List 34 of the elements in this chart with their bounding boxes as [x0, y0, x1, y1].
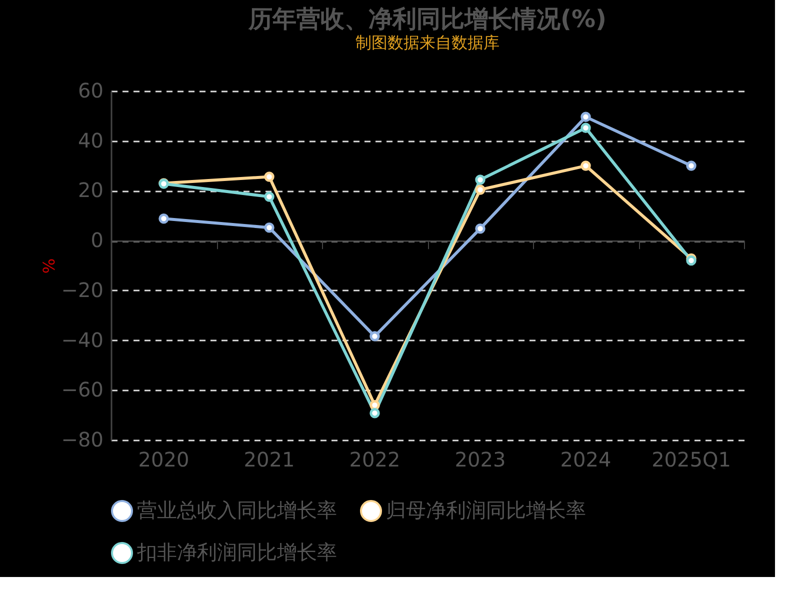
point — [264, 222, 274, 233]
x-tick-label: 2021 — [244, 448, 295, 472]
x-tick-label: 2020 — [138, 448, 190, 472]
point — [686, 160, 696, 171]
legend-label: 归母净利润同比增长率 — [386, 498, 586, 522]
y-tick-label: 20 — [78, 178, 104, 202]
point — [580, 122, 591, 134]
point — [370, 331, 380, 342]
y-tick-label: −40 — [61, 328, 104, 352]
x-tick-label: 2025Q1 — [652, 448, 731, 472]
point — [264, 172, 274, 182]
y-axis-title: % — [39, 258, 58, 274]
chart-title: 历年营收、净利同比增长情况(%) — [248, 5, 606, 33]
x-tick-label: 2024 — [560, 448, 612, 472]
point — [475, 223, 486, 234]
x-tick-label: 2023 — [454, 448, 506, 472]
y-tick-label: −80 — [61, 428, 104, 452]
point — [264, 192, 274, 202]
x-tick-label: 2022 — [349, 448, 400, 472]
y-tick-label: 60 — [78, 78, 104, 102]
point — [475, 184, 486, 195]
text: 制图数据来自数据库 — [356, 33, 500, 52]
point — [370, 408, 380, 418]
point — [580, 112, 591, 122]
y-tick-label: 40 — [78, 128, 104, 152]
legend-label: 扣非净利润同比增长率 — [136, 540, 337, 564]
point — [370, 400, 380, 410]
point — [580, 160, 591, 171]
point — [475, 174, 486, 185]
y-tick-label: −20 — [61, 278, 104, 302]
y-tick-label: −60 — [61, 378, 104, 402]
point — [158, 214, 169, 224]
y-tick-label: 0 — [90, 228, 104, 252]
legend-label: 营业总收入同比增长率 — [137, 498, 337, 522]
